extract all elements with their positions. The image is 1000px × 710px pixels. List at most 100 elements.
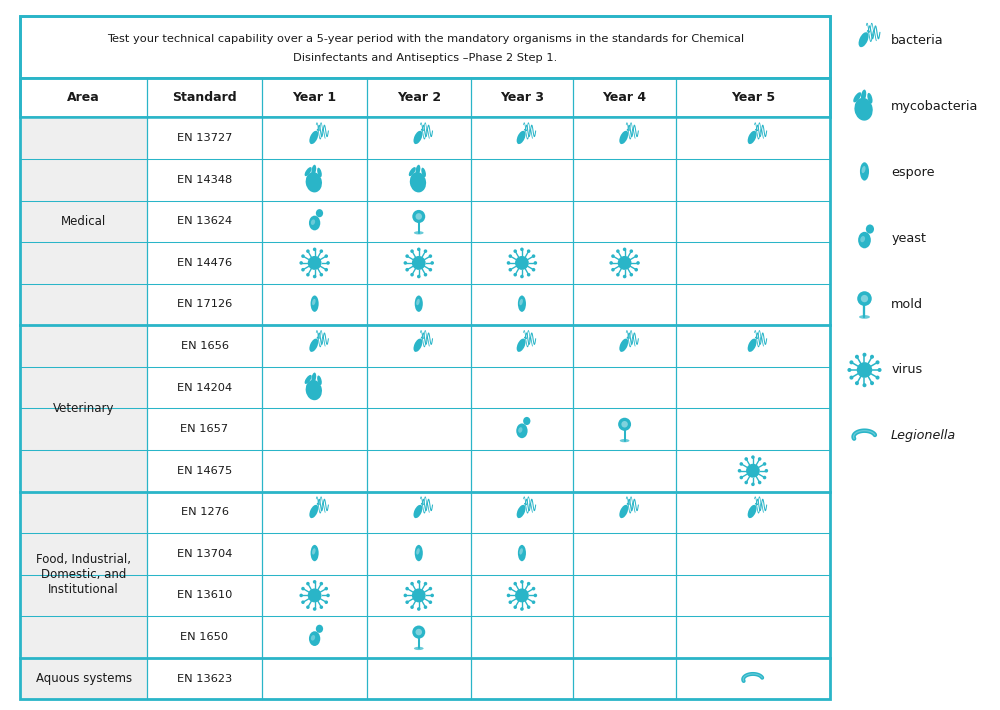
Circle shape	[412, 589, 426, 602]
Circle shape	[405, 601, 409, 604]
Circle shape	[746, 464, 760, 478]
FancyBboxPatch shape	[676, 450, 830, 491]
Text: EN 1656: EN 1656	[181, 341, 229, 351]
Ellipse shape	[523, 417, 530, 425]
Ellipse shape	[309, 505, 318, 518]
Circle shape	[320, 606, 323, 609]
Circle shape	[740, 462, 743, 466]
Ellipse shape	[311, 635, 315, 640]
FancyBboxPatch shape	[676, 616, 830, 657]
Circle shape	[623, 275, 626, 278]
FancyBboxPatch shape	[147, 450, 262, 491]
FancyBboxPatch shape	[20, 117, 147, 325]
Ellipse shape	[415, 295, 423, 312]
Ellipse shape	[421, 168, 426, 178]
FancyBboxPatch shape	[262, 657, 367, 699]
Ellipse shape	[309, 631, 320, 646]
Circle shape	[532, 601, 535, 604]
Circle shape	[301, 601, 305, 604]
Text: Year 2: Year 2	[397, 91, 441, 104]
Text: Year 1: Year 1	[293, 91, 337, 104]
Circle shape	[410, 273, 414, 276]
Circle shape	[301, 268, 305, 271]
FancyBboxPatch shape	[147, 284, 262, 325]
Circle shape	[301, 254, 305, 258]
Circle shape	[320, 273, 323, 276]
Ellipse shape	[306, 380, 322, 400]
Ellipse shape	[859, 32, 869, 47]
Ellipse shape	[748, 505, 757, 518]
FancyBboxPatch shape	[262, 284, 367, 325]
FancyBboxPatch shape	[20, 325, 147, 491]
Circle shape	[404, 261, 407, 265]
FancyBboxPatch shape	[676, 574, 830, 616]
Text: Area: Area	[67, 91, 100, 104]
Ellipse shape	[860, 236, 865, 242]
FancyBboxPatch shape	[471, 325, 573, 367]
Ellipse shape	[317, 376, 322, 385]
FancyBboxPatch shape	[676, 159, 830, 201]
FancyBboxPatch shape	[20, 77, 830, 117]
FancyBboxPatch shape	[262, 408, 367, 450]
Circle shape	[634, 254, 638, 258]
Ellipse shape	[414, 505, 422, 518]
Circle shape	[744, 457, 748, 461]
Ellipse shape	[316, 625, 323, 633]
FancyBboxPatch shape	[147, 325, 262, 367]
Circle shape	[855, 381, 859, 386]
Circle shape	[847, 368, 851, 372]
FancyBboxPatch shape	[676, 491, 830, 533]
Ellipse shape	[619, 339, 628, 352]
Ellipse shape	[859, 315, 870, 319]
Circle shape	[412, 626, 425, 638]
Text: Food, Industrial,
Domestic, and
Institutional: Food, Industrial, Domestic, and Institut…	[36, 553, 131, 596]
Circle shape	[424, 249, 427, 253]
FancyBboxPatch shape	[147, 533, 262, 574]
Circle shape	[857, 362, 872, 378]
FancyBboxPatch shape	[573, 657, 676, 699]
Circle shape	[313, 607, 316, 611]
Text: EN 14204: EN 14204	[177, 383, 232, 393]
Ellipse shape	[619, 505, 628, 518]
Text: Disinfectants and Antiseptics –Phase 2 Step 1.: Disinfectants and Antiseptics –Phase 2 S…	[293, 53, 557, 62]
FancyBboxPatch shape	[676, 533, 830, 574]
FancyBboxPatch shape	[262, 533, 367, 574]
Text: Test your technical capability over a 5-year period with the mandatory organisms: Test your technical capability over a 5-…	[107, 34, 744, 44]
FancyBboxPatch shape	[471, 159, 573, 201]
Circle shape	[616, 273, 620, 276]
Text: EN 1650: EN 1650	[180, 632, 229, 642]
Circle shape	[527, 582, 530, 586]
FancyBboxPatch shape	[147, 201, 262, 242]
Ellipse shape	[619, 131, 628, 144]
Ellipse shape	[317, 168, 322, 178]
Ellipse shape	[311, 165, 316, 175]
FancyBboxPatch shape	[471, 533, 573, 574]
FancyBboxPatch shape	[471, 284, 573, 325]
Ellipse shape	[519, 548, 523, 555]
Circle shape	[616, 249, 620, 253]
Ellipse shape	[414, 647, 424, 650]
Circle shape	[861, 295, 868, 302]
Circle shape	[509, 268, 512, 271]
Circle shape	[320, 582, 323, 586]
Circle shape	[532, 268, 535, 271]
Ellipse shape	[867, 93, 873, 104]
Circle shape	[410, 249, 414, 253]
Circle shape	[308, 589, 322, 602]
Ellipse shape	[416, 165, 420, 175]
Circle shape	[424, 582, 427, 586]
Circle shape	[313, 248, 316, 251]
Ellipse shape	[414, 131, 422, 144]
Circle shape	[410, 582, 414, 586]
Circle shape	[405, 254, 409, 258]
Text: espore: espore	[891, 166, 935, 179]
Circle shape	[509, 254, 512, 258]
Text: EN 13727: EN 13727	[177, 133, 232, 143]
Circle shape	[513, 606, 517, 609]
FancyBboxPatch shape	[367, 367, 471, 408]
Ellipse shape	[309, 131, 318, 144]
Circle shape	[306, 606, 310, 609]
Circle shape	[430, 261, 434, 265]
Circle shape	[744, 481, 748, 484]
FancyBboxPatch shape	[573, 117, 676, 159]
